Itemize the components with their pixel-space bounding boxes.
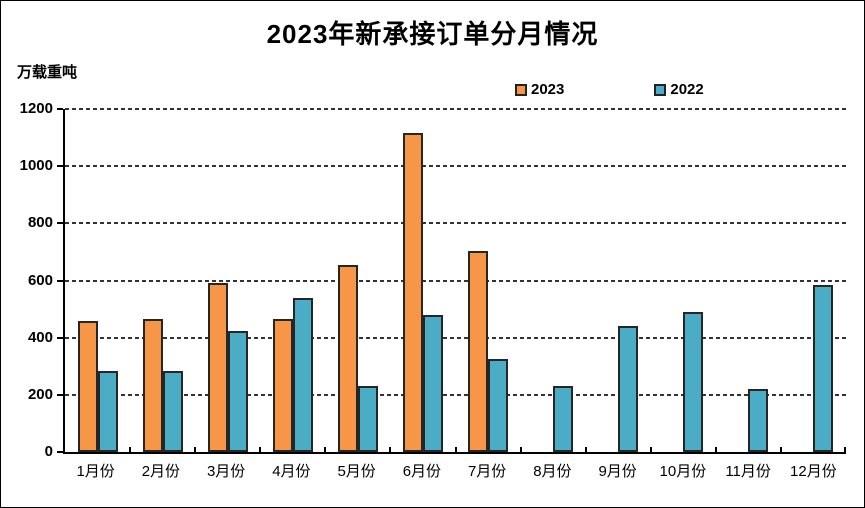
y-tick-label-200: 200 (27, 385, 53, 403)
bar-2023-4月份 (272, 319, 293, 452)
y-tick-mark-1000 (57, 165, 63, 168)
gridline-400 (65, 336, 846, 339)
y-tick-mark-0 (57, 451, 63, 453)
y-tick-label-800: 800 (27, 214, 53, 232)
bar-2022-1月份 (97, 370, 118, 452)
x-tick-mark-7 (519, 447, 522, 452)
category-8月份 (521, 109, 586, 452)
bar-2022-5月份 (357, 386, 378, 452)
y-tick-label-1000: 1000 (19, 157, 53, 175)
x-tick-label-6月份: 6月份 (402, 463, 442, 480)
x-tick-label-4月份: 4月份 (272, 463, 311, 480)
gridline-1200 (65, 108, 846, 110)
bar-2022-11月份 (748, 389, 769, 452)
bar-2022-2月份 (162, 370, 183, 452)
x-tick-label-8月份: 8月份 (533, 463, 572, 480)
y-axis-unit-label: 万载重吨 (17, 64, 78, 81)
x-axis-labels: 1月份 2月份 3月份 4月份 5月份 6月份 7月份 8月份 9月份 10月份 11月份 12月份 (63, 460, 846, 481)
bar-2022-10月份 (683, 311, 704, 452)
gridline-1000 (65, 165, 846, 168)
x-tick-label-3月份: 3月份 (206, 463, 246, 480)
y-tick-mark-400 (57, 336, 63, 339)
gridline-200 (65, 393, 846, 396)
x-tick-label-10月份: 10月份 (659, 463, 707, 480)
y-tick-label-600: 600 (27, 271, 53, 289)
bar-2023-1月份 (77, 320, 98, 452)
y-tick-mark-1200 (57, 108, 63, 110)
legend-item-2023: 2023 (515, 81, 564, 98)
category-9月份 (586, 109, 651, 452)
bar-2023-6月份 (402, 133, 423, 452)
bar-2022-9月份 (618, 326, 639, 452)
x-tick-label-5月份: 5月份 (337, 463, 376, 480)
x-tick-mark-5 (389, 447, 392, 452)
bar-2022-8月份 (553, 386, 574, 452)
x-tick-mark-1 (129, 447, 132, 452)
x-tick-mark-2 (194, 447, 197, 452)
y-tick-label-0: 0 (44, 443, 53, 460)
y-tick-label-1200: 1200 (19, 100, 53, 117)
category-12月份 (781, 109, 846, 452)
x-tick-label-2月份: 2月份 (141, 463, 181, 480)
category-6月份 (390, 109, 455, 452)
legend-swatch-2023 (515, 83, 527, 96)
legend-swatch-2022 (654, 83, 667, 96)
bar-2022-4月份 (292, 297, 313, 452)
category-4月份 (260, 109, 325, 452)
legend-label: 2022 (670, 81, 704, 98)
x-tick-mark-12 (844, 447, 846, 452)
x-tick-mark-6 (454, 447, 457, 452)
bar-2022-6月份 (422, 314, 443, 452)
category-2月份 (130, 109, 195, 452)
bar-2023-7月份 (468, 250, 488, 452)
bar-2023-3月份 (207, 283, 228, 452)
gridline-800 (65, 222, 846, 225)
bar-2023-2月份 (142, 319, 163, 452)
y-tick-mark-600 (57, 279, 63, 282)
category-1月份 (65, 109, 130, 452)
y-tick-label-400: 400 (27, 328, 53, 346)
bar-2022-12月份 (813, 284, 834, 452)
x-tick-label-9月份: 9月份 (598, 463, 637, 480)
gridline-600 (65, 279, 846, 282)
category-7月份 (455, 109, 520, 452)
x-tick-mark-3 (259, 447, 262, 452)
category-10月份 (651, 109, 716, 452)
bar-2022-7月份 (488, 359, 508, 452)
bar-2023-5月份 (337, 264, 358, 452)
x-tick-mark-11 (779, 447, 782, 452)
x-tick-mark-10 (714, 447, 717, 452)
plot-area (63, 108, 846, 454)
x-tick-label-12月份: 12月份 (790, 463, 837, 480)
x-tick-label-1月份: 1月份 (76, 463, 115, 480)
y-tick-mark-800 (57, 222, 63, 225)
legend-item-2022: 2022 (654, 81, 704, 98)
x-tick-label-11月份: 11月份 (725, 463, 771, 480)
x-tick-mark-9 (649, 447, 652, 452)
bar-2022-3月份 (227, 330, 248, 452)
chart-title: 2023年新承接订单分月情况 (266, 19, 599, 49)
legend-label: 2023 (531, 81, 565, 98)
category-5月份 (325, 109, 390, 452)
x-tick-label-7月份: 7月份 (467, 463, 507, 480)
legend: 2023 2022 (515, 81, 704, 98)
x-tick-mark-8 (584, 447, 587, 452)
category-11月份 (716, 109, 781, 452)
x-tick-mark-4 (324, 447, 327, 452)
category-3月份 (195, 109, 260, 452)
y-tick-mark-200 (57, 393, 63, 396)
